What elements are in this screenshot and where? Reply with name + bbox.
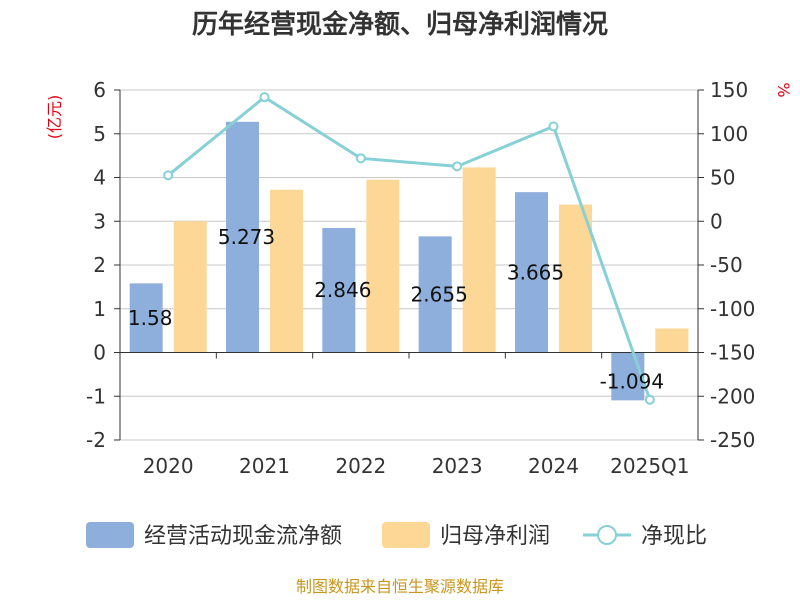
right-tick-label: 150	[710, 78, 748, 102]
category-label: 2024	[528, 454, 579, 478]
left-tick-label: 3	[93, 209, 106, 233]
left-tick-label: 2	[93, 253, 106, 277]
net-profit-bar	[366, 179, 400, 353]
cash-flow-bar	[226, 121, 259, 353]
category-label: 2022	[335, 454, 386, 478]
legend-label-cash-flow: 经营活动现金流净额	[144, 524, 342, 549]
net-profit-bar	[655, 328, 689, 353]
data-labels: 1.58 5.273 2.846 2.655 3.665 -1.094	[128, 225, 664, 393]
net-profit-bar	[559, 204, 592, 353]
ratio-point	[548, 121, 559, 132]
right-tick-label: 50	[710, 166, 735, 190]
cash-flow-data-label: 2.655	[411, 282, 468, 306]
category-label: 2021	[239, 454, 290, 478]
cash-flow-bar	[129, 283, 163, 353]
left-tick-label: 1	[93, 297, 106, 321]
ratio-point	[355, 153, 366, 164]
source-note: 制图数据来自恒生聚源数据库	[296, 577, 504, 596]
cash-flow-data-label: 2.846	[314, 278, 371, 302]
cash-flow-bar	[418, 236, 452, 353]
legend-label-ratio: 净现比	[641, 524, 707, 549]
cash-flow-bar	[322, 227, 356, 353]
cash-flow-bar	[611, 352, 645, 401]
net-profit-bar	[462, 167, 496, 353]
legend-label-net-profit: 归母净利润	[440, 524, 550, 549]
axes: -2 -1 0 1 2 3 4 5 6 -250 -200 -150 -100 -50 0 50 100 150 2…	[86, 78, 755, 478]
ratio-line-path	[167, 95, 652, 401]
ratio-point	[452, 161, 463, 172]
category-label: 2020	[143, 454, 194, 478]
category-label: 2025Q1	[610, 454, 689, 478]
left-tick-label: 4	[93, 166, 106, 190]
legend-swatch-net-profit	[382, 522, 430, 548]
cash-flow-bar	[515, 192, 548, 353]
left-axis-unit: (亿元)	[45, 95, 64, 140]
cash-flow-data-label: -1.094	[600, 369, 664, 393]
ratio-point	[259, 92, 270, 103]
left-tick-label: -1	[86, 384, 106, 408]
cash-flow-data-label: 3.665	[507, 260, 564, 284]
net-profit-bar	[173, 221, 207, 353]
left-tick-label: -2	[86, 428, 106, 452]
right-tick-label: -200	[710, 384, 755, 408]
chart-title: 历年经营现金净额、归母净利润情况	[192, 9, 608, 40]
legend: 经营活动现金流净额 归母净利润 净现比	[86, 522, 707, 549]
right-tick-label: 0	[710, 209, 723, 233]
right-tick-label: -150	[710, 341, 755, 365]
cash-flow-data-label: 1.58	[128, 306, 173, 330]
bars	[129, 121, 689, 401]
ratio-point	[163, 170, 174, 181]
left-tick-label: 0	[93, 341, 106, 365]
ratio-point	[644, 394, 655, 405]
legend-swatch-cash-flow	[86, 522, 134, 548]
category-label: 2023	[432, 454, 483, 478]
left-tick-label: 5	[93, 122, 106, 146]
right-tick-label: -50	[710, 253, 743, 277]
net-profit-bar	[270, 189, 303, 353]
legend-swatch-ratio-marker	[597, 525, 617, 545]
cash-flow-data-label: 5.273	[218, 225, 275, 249]
right-axis-unit: %	[774, 82, 793, 97]
right-tick-label: -100	[710, 297, 755, 321]
right-tick-label: 100	[710, 122, 748, 146]
right-tick-label: -250	[710, 428, 755, 452]
ratio-line	[163, 92, 655, 405]
left-tick-label: 6	[93, 78, 106, 102]
